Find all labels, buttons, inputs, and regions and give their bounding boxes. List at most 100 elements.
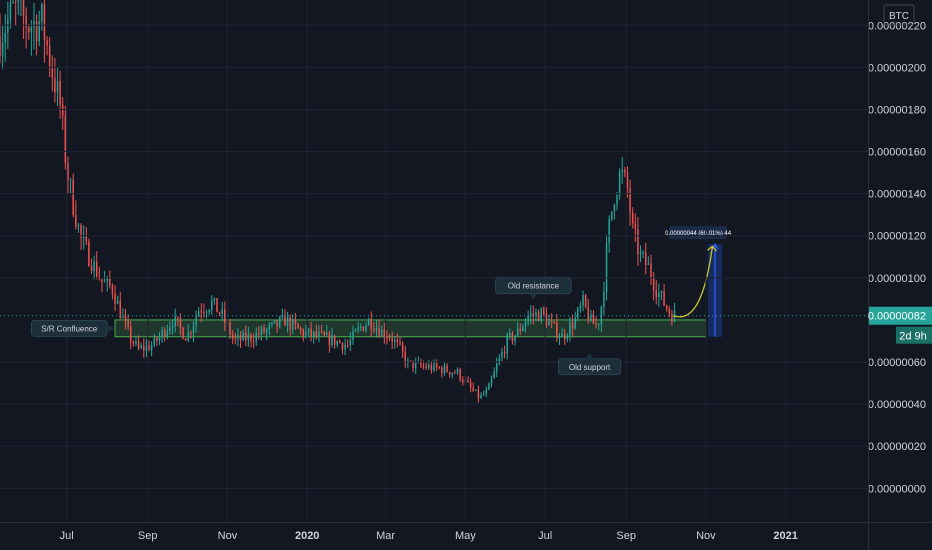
candle-body	[365, 325, 367, 331]
candle-body	[472, 387, 474, 391]
countdown-badge	[896, 326, 932, 344]
candle-body	[396, 339, 399, 342]
candle-body	[116, 300, 119, 304]
candle-body	[569, 322, 571, 336]
candle-body	[388, 337, 391, 339]
candle-body	[655, 290, 657, 298]
candle-body	[454, 372, 456, 374]
candle-body	[428, 364, 430, 369]
candle-body	[603, 291, 605, 307]
candle-body	[519, 328, 522, 332]
candle-body	[88, 241, 90, 266]
candle-body	[373, 328, 375, 331]
candle-body	[137, 340, 140, 348]
candle-body	[299, 328, 302, 330]
callout-box	[31, 319, 108, 337]
candle-body	[197, 311, 200, 317]
y-tick-label: 0.00000220	[868, 20, 926, 32]
candle-body	[9, 2, 12, 20]
candle-body	[140, 345, 142, 348]
candle-body	[77, 224, 80, 227]
candle-body	[563, 333, 566, 339]
y-tick-label: 0.00000000	[868, 483, 926, 495]
candle-body	[51, 67, 54, 78]
candle-body	[339, 341, 341, 343]
candle-body	[540, 308, 542, 322]
candle-body	[263, 327, 265, 333]
callout-pointer	[107, 324, 116, 333]
candle-body	[420, 361, 422, 366]
candle-body	[48, 45, 51, 68]
candle-body	[234, 338, 237, 340]
candle-body	[477, 389, 480, 399]
candle-body	[451, 372, 454, 375]
candle-body	[171, 326, 174, 328]
candle-body	[260, 327, 263, 335]
candle-body	[488, 383, 490, 390]
candle-body	[493, 371, 495, 379]
projection-arrow-head	[707, 245, 717, 252]
candle-body	[647, 263, 650, 265]
candle-body	[524, 321, 527, 327]
currency-badge	[883, 4, 915, 26]
candle-body	[135, 340, 137, 344]
candle-body	[14, 1, 17, 3]
candle-body	[556, 322, 558, 339]
candle-body	[271, 322, 273, 325]
candle-body	[522, 326, 524, 332]
candle-body	[213, 298, 216, 301]
candle-body	[85, 236, 88, 242]
candle-body	[143, 345, 145, 351]
candle-body	[177, 316, 179, 320]
last-price-badge	[869, 306, 932, 325]
candle-body	[101, 279, 103, 283]
candle-body	[284, 314, 286, 326]
candle-body	[132, 341, 135, 344]
candle-body	[35, 21, 38, 42]
candle-body	[12, 1, 14, 3]
x-tick-label: Jul	[538, 530, 552, 542]
candle-body	[490, 378, 493, 384]
candle-body	[195, 316, 197, 326]
candle-body	[543, 308, 545, 315]
x-tick-label: 2020	[295, 530, 319, 542]
candle-body	[190, 332, 192, 334]
candle-body	[394, 339, 396, 342]
candle-body	[75, 214, 77, 227]
candle-body	[124, 316, 127, 321]
candle-body	[46, 40, 48, 46]
candle-body	[156, 337, 158, 341]
projection-curve	[673, 246, 714, 318]
candle-body	[637, 229, 639, 255]
candle-body	[430, 364, 433, 371]
candle-body	[584, 295, 587, 307]
candle-body	[174, 316, 176, 327]
candle-body	[127, 320, 129, 327]
candle-body	[119, 300, 122, 319]
candle-body	[571, 322, 574, 329]
countdown-label: 2d 9h	[899, 331, 927, 343]
x-tick-label: Nov	[218, 530, 238, 542]
candle-body	[626, 172, 629, 189]
candle-body	[281, 314, 284, 318]
candle-body	[245, 332, 247, 341]
candle-body	[349, 339, 352, 346]
candle-body	[56, 81, 59, 93]
y-tick-label: 0.00000180	[868, 104, 926, 116]
candle-body	[252, 341, 255, 343]
candle-body	[229, 322, 231, 335]
candle-body	[443, 365, 446, 374]
candle-body	[587, 306, 590, 321]
candle-body	[242, 332, 244, 341]
y-tick-label: 0.00000160	[868, 147, 926, 159]
candle-body	[331, 335, 333, 346]
x-tick-label: Mar	[376, 530, 395, 542]
candle-body	[302, 329, 305, 337]
candle-body	[33, 21, 35, 28]
candle-body	[665, 305, 668, 309]
candle-body	[1, 42, 4, 57]
candle-body	[25, 15, 27, 28]
candle-body	[433, 363, 435, 371]
candle-body	[341, 342, 344, 350]
candle-body	[182, 327, 184, 339]
